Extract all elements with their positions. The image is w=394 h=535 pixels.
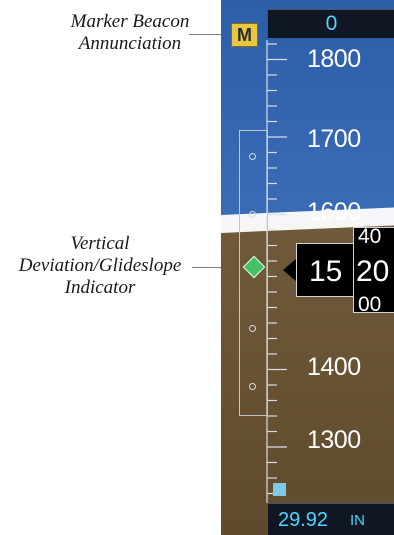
altitude-label-1700: 1700 xyxy=(307,125,361,153)
selected-altitude-box[interactable]: 0 xyxy=(267,9,394,38)
marker-beacon-leader-line xyxy=(189,34,232,35)
barometric-setting-unit: IN xyxy=(350,512,365,529)
glideslope-dot xyxy=(249,325,256,332)
glideslope-dot xyxy=(249,153,256,160)
barometric-setting-box[interactable]: 29.92 IN xyxy=(267,503,394,535)
altitude-tape: 1800 1700 1600 1400 1300 xyxy=(221,0,394,535)
glideslope-dot xyxy=(249,383,256,390)
marker-beacon-annunciator: M xyxy=(231,23,258,47)
altitude-roller-top: 40 xyxy=(358,227,382,248)
altitude-label-1400: 1400 xyxy=(307,353,361,381)
altitude-label-1300: 1300 xyxy=(307,426,361,454)
barometric-setting-value: 29.92 xyxy=(278,509,329,531)
vertical-deviation-leader-line xyxy=(192,267,244,268)
vertical-deviation-callout-line1: Vertical xyxy=(70,233,130,254)
vertical-deviation-callout-line3: Indicator xyxy=(64,277,136,298)
altitude-readout-pointer xyxy=(283,258,297,282)
altitude-roller: 40 20 00 xyxy=(353,227,394,313)
tape-tick-marks xyxy=(267,43,287,495)
vertical-deviation-callout: Vertical Deviation/Glideslope Indicator xyxy=(0,233,200,299)
altimeter-panel: 1800 1700 1600 1400 1300 0 M 15 40 20 00… xyxy=(221,0,394,535)
altitude-bug-icon xyxy=(273,483,286,496)
marker-beacon-callout-line2: Annunciation xyxy=(78,33,182,54)
altitude-readout-hundreds: 15 xyxy=(309,255,343,288)
selected-altitude-value: 0 xyxy=(325,12,338,35)
altitude-roller-main: 20 xyxy=(356,255,390,288)
altitude-label-1800: 1800 xyxy=(307,45,361,73)
marker-beacon-callout: Marker Beacon Annunciation xyxy=(54,11,206,55)
marker-beacon-callout-line1: Marker Beacon xyxy=(70,11,190,32)
glideslope-dot xyxy=(249,211,256,218)
glideslope-scale xyxy=(239,130,268,416)
vertical-deviation-callout-line2: Deviation/Glideslope xyxy=(18,255,182,276)
altitude-tape-ticks xyxy=(266,40,287,503)
altitude-label-1600: 1600 xyxy=(307,198,361,226)
altitude-roller-bottom: 00 xyxy=(358,293,382,313)
